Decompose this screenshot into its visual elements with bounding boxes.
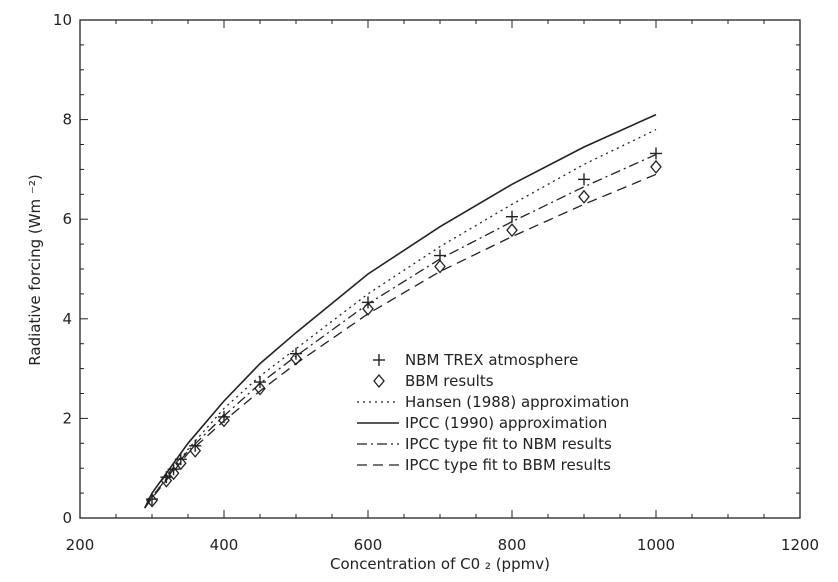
chart-ticks: 200 400 600 800 1000 1200 0 2 4 6 8 10 [53,11,819,554]
y-tick-label: 0 [62,509,72,527]
x-tick-label: 1200 [781,536,819,554]
legend-marker [373,354,385,366]
data-point [218,413,230,428]
data-point [650,147,662,160]
x-tick-label: 600 [354,536,383,554]
series-line-4 [144,153,657,509]
data-point [506,210,518,223]
data-point [578,189,590,204]
series-line-5 [144,173,657,509]
x-tick-label: 800 [498,536,527,554]
data-point [650,159,662,174]
data-point [189,439,202,452]
series-1-markers [146,159,662,508]
x-axis-title: Concentration of C0 ₂ (ppmv) [330,555,550,573]
legend-label: BBM results [405,372,494,390]
data-point [434,259,446,274]
chart-legend: NBM TREX atmosphere BBM results Hansen (19… [357,351,629,474]
y-tick-label: 8 [62,111,72,129]
y-tick-label: 10 [53,11,72,29]
x-tick-label: 200 [66,536,95,554]
y-axis-title: Radiative forcing (Wm ⁻²) [26,174,44,365]
legend-label: Hansen (1988) approximation [405,393,629,411]
y-tick-label: 2 [62,409,72,427]
x-tick-label: 1000 [637,536,675,554]
data-point [167,466,180,481]
series-line-3 [144,113,657,509]
y-tick-label: 6 [62,210,72,228]
data-point [174,456,187,471]
y-tick-label: 4 [62,310,72,328]
data-point [506,223,518,238]
legend-marker [373,373,385,389]
x-tick-label: 400 [210,536,239,554]
legend-label: IPCC type fit to NBM results [405,435,612,453]
legend-label: IPCC type fit to BBM results [405,456,611,474]
data-point [290,351,302,366]
chart-series [144,113,662,509]
data-point [578,173,590,186]
legend-label: NBM TREX atmosphere [405,351,578,369]
data-point [189,443,202,458]
legend-label: IPCC (1990) approximation [405,414,607,432]
